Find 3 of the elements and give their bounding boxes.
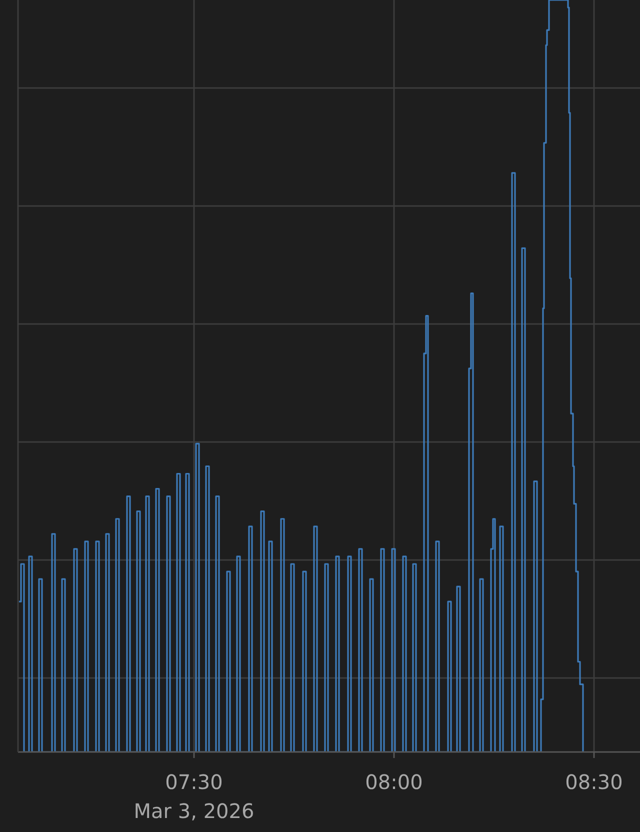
x-tick-label: 08:30 — [565, 770, 623, 794]
x-tick-label: 08:00 — [365, 770, 423, 794]
x-tick-label: 07:30 Mar 3, 2026 — [134, 770, 254, 823]
